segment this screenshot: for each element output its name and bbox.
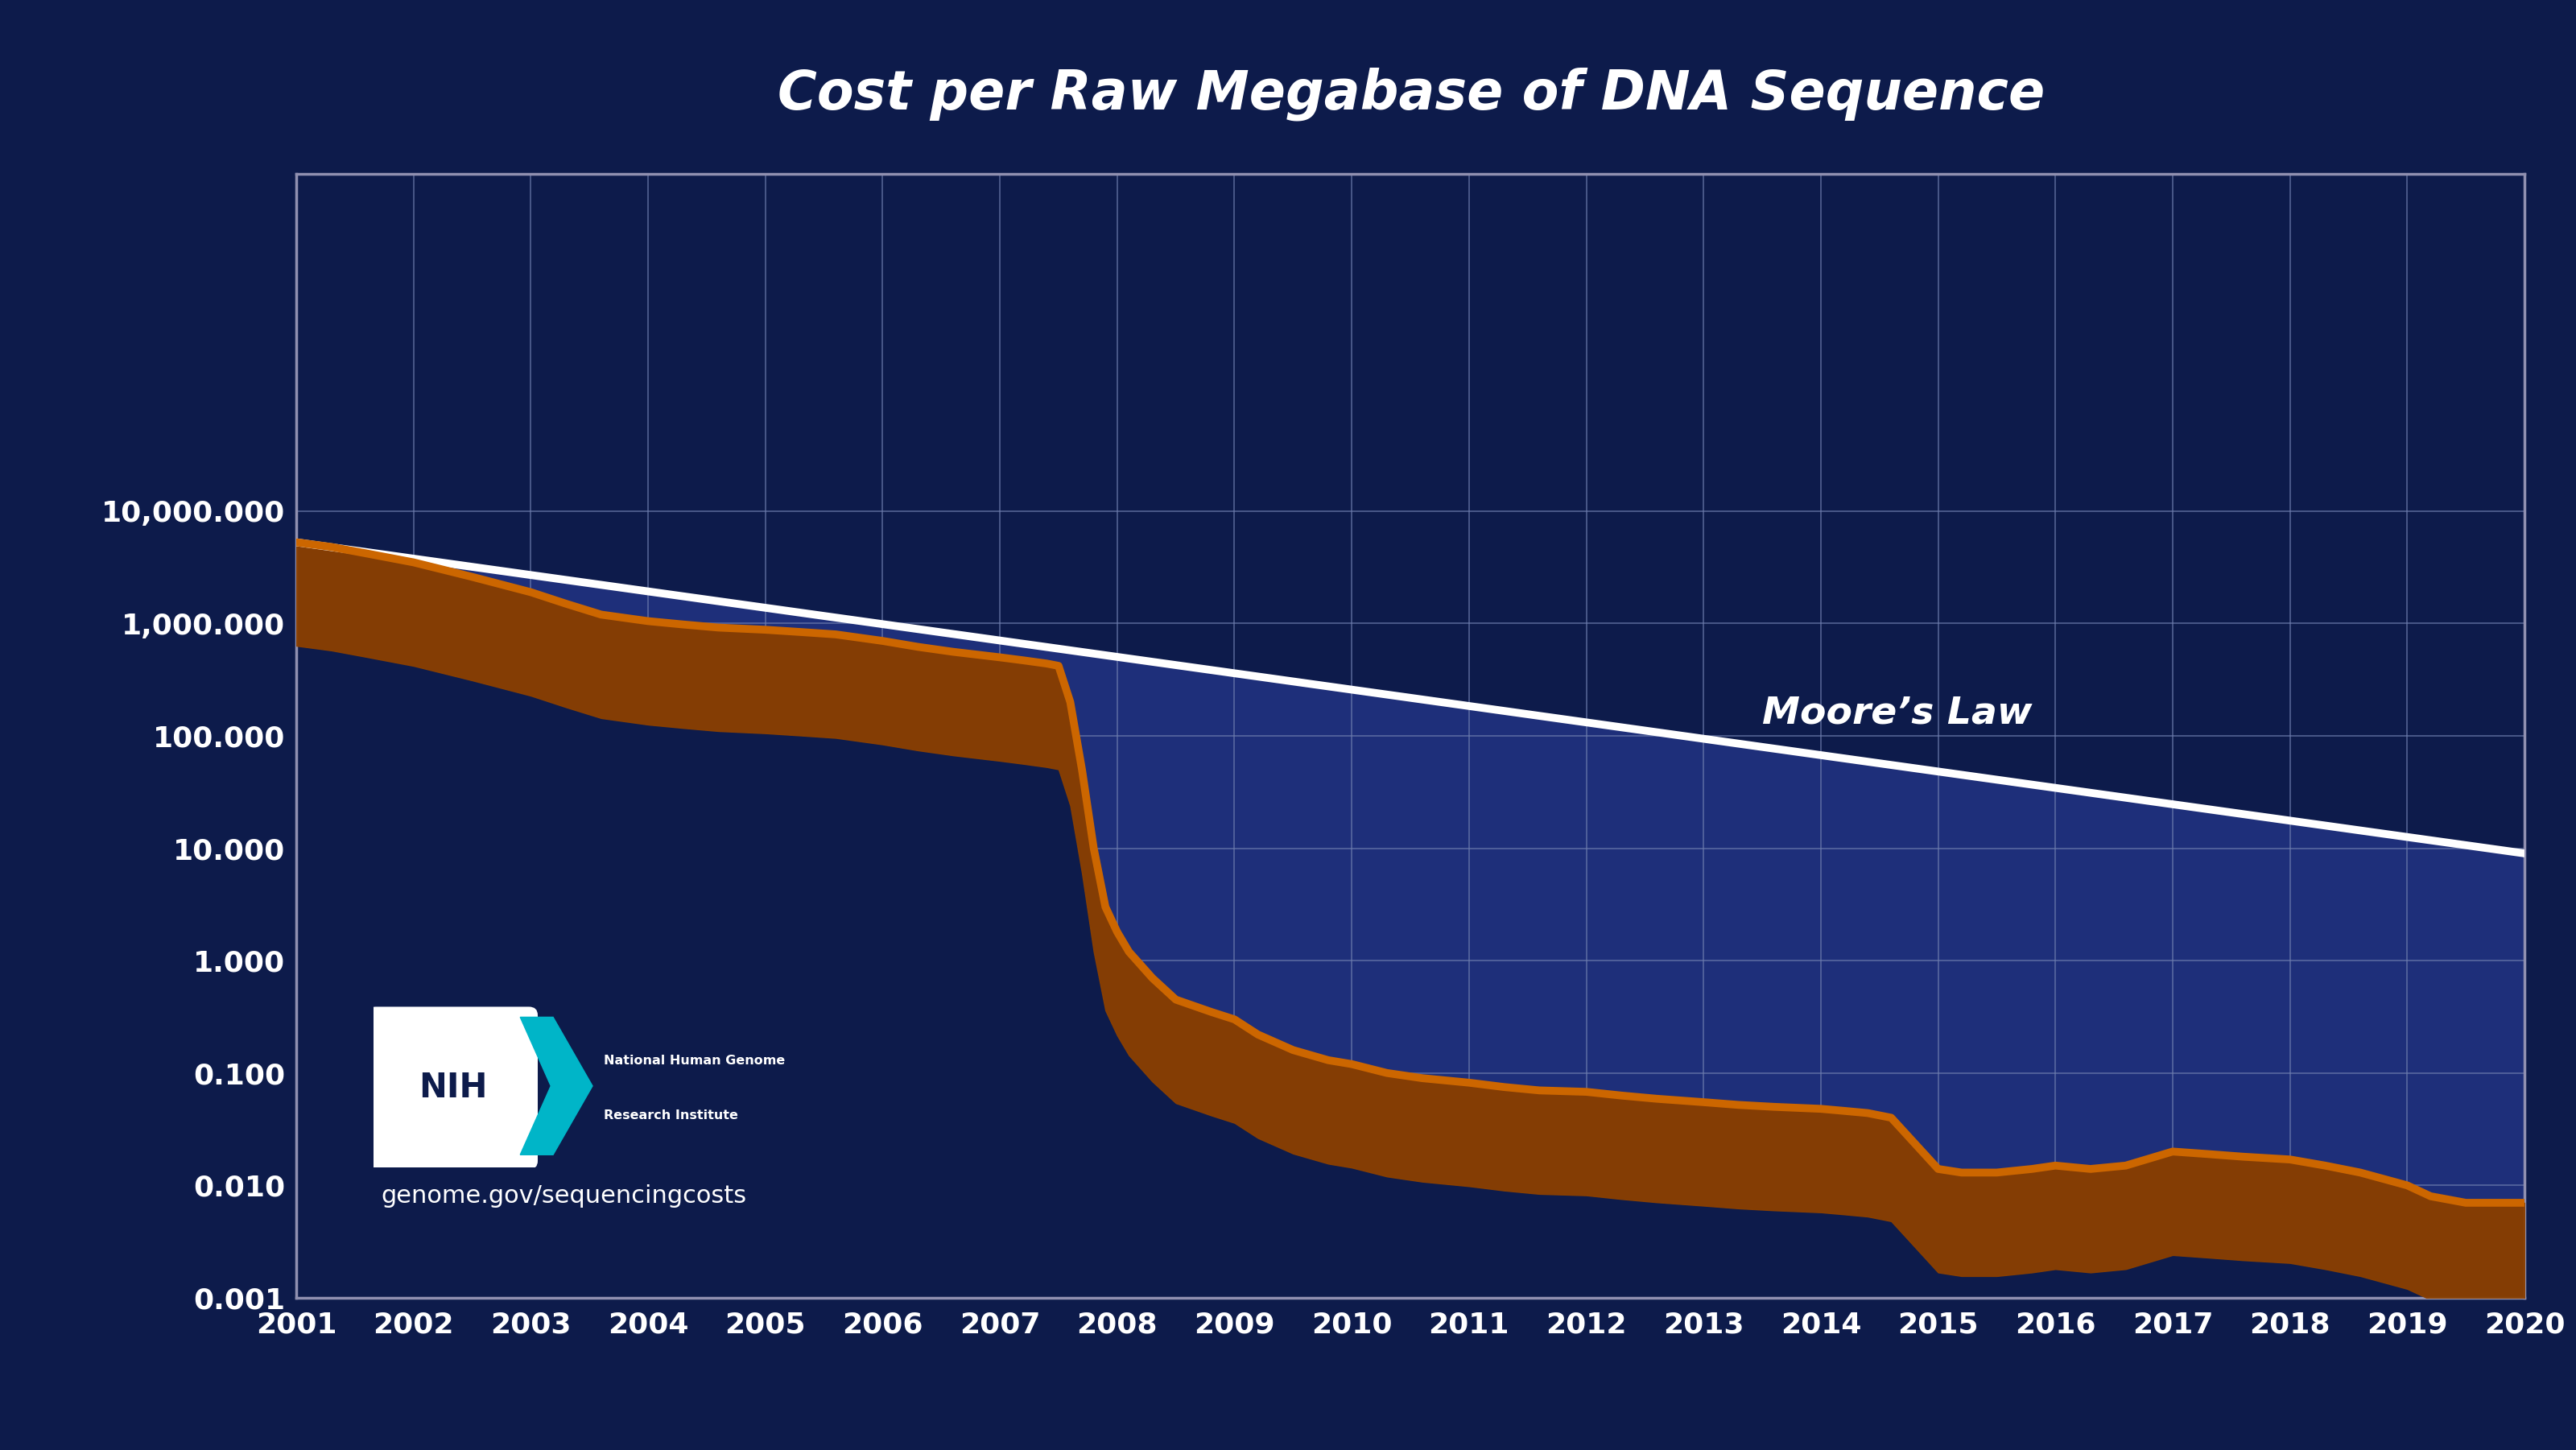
Text: genome.gov/sequencingcosts: genome.gov/sequencingcosts <box>381 1185 747 1208</box>
Text: National Human Genome: National Human Genome <box>603 1056 786 1067</box>
Text: Moore’s Law: Moore’s Law <box>1762 695 2032 731</box>
Text: Research Institute: Research Institute <box>603 1109 737 1121</box>
FancyBboxPatch shape <box>366 1006 538 1169</box>
Polygon shape <box>520 1018 592 1154</box>
Text: NIH: NIH <box>420 1072 487 1105</box>
Text: Cost per Raw Megabase of DNA Sequence: Cost per Raw Megabase of DNA Sequence <box>778 68 2045 120</box>
